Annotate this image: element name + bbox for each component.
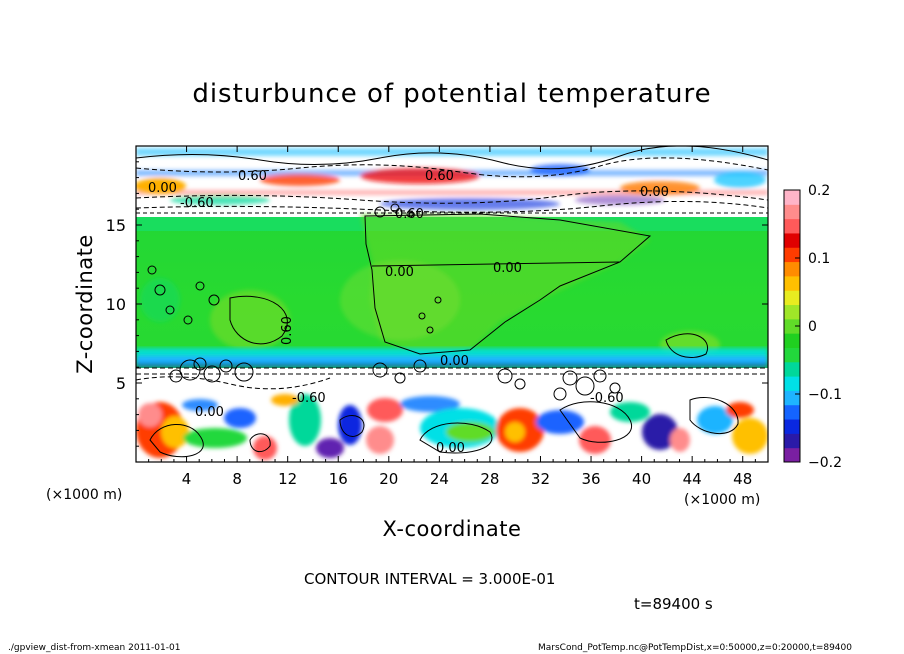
colorbar-segment [784,204,800,220]
contour-label: 0.60 [238,169,267,184]
y-tick-label: 10 [106,295,126,314]
contour-clusters [147,203,621,401]
contour-interval-label: CONTOUR INTERVAL = 3.000E-01 [304,570,555,588]
colorbar-tick-label: 0 [808,319,817,335]
x-tick-label: 16 [329,470,348,488]
x-tick-label: 40 [632,470,651,488]
x-tick-label: 36 [581,470,600,488]
colorbar-segment [784,447,800,463]
colorbar-segment [784,419,800,434]
colorbar-segment [784,376,800,391]
contour-label: 0.00 [640,185,669,200]
colorbar-tick-label: 0.1 [808,251,830,267]
colorbar-tick-label: −0.1 [808,387,842,403]
x-axis-label: X-coordinate [383,517,522,541]
colorbar-segment [784,318,800,334]
y-axis-label: Z-coordinate [73,234,97,374]
x-tick-label: 12 [278,470,297,488]
x-tick-label: 8 [232,470,242,488]
contour-lines [136,146,768,458]
time-label: t=89400 s [634,595,713,613]
contour-label: 0.00 [440,354,469,369]
x-tick-label: 20 [379,470,398,488]
x-tick-label: 32 [531,470,550,488]
x-tick-label: 24 [430,470,449,488]
colorbar-segment [784,333,800,348]
chart-title: disturbunce of potential temperature [192,79,711,109]
colorbar-segment [784,404,800,420]
contour-label: 0.00 [385,265,414,280]
colorbar: 0.2 0.1 0 −0.1 −0.2 [783,183,842,471]
y-axis: 5 10 15 [106,161,768,447]
colorbar-segment [784,261,800,277]
footer-left: ./gpview_dist-from-xmean 2011-01-01 [8,643,180,653]
contour-label: -0.60 [180,196,214,211]
contour-label: 0.00 [195,405,224,420]
colorbar-segment [784,433,800,449]
contour-label: -0.60 [590,391,624,406]
colorbar-segment [784,390,800,406]
contour-label: 0.00 [493,261,522,276]
x-tick-label: 4 [182,470,192,488]
colorbar-segment [784,232,800,248]
contour-label: -0.60 [292,391,326,406]
contour-label: 0.00 [436,441,465,456]
band-lower [136,348,768,368]
contour-label: 0.60 [395,207,424,222]
lower-layer-blobs [136,394,768,460]
x-tick-label: 28 [480,470,499,488]
plot-area: 0.00 0.00 0.00 0.00 0.00 0.00 0.00 -0.60… [136,146,768,462]
contour-label: 0.60 [425,169,454,184]
contour-labels: 0.00 0.00 0.00 0.00 0.00 0.00 0.00 -0.60… [148,169,669,456]
colorbar-segment [784,275,800,291]
footer-right: MarsCond_PotTemp.nc@PotTempDist,x=0:5000… [538,643,852,653]
z-unit-label: (×1000 m) [46,487,122,503]
colorbar-tick-label: −0.2 [808,455,842,471]
colorbar-segment [784,304,800,320]
y-tick-label: 5 [116,374,126,393]
colorbar-segment [784,290,800,306]
colorbar-segment [784,347,800,363]
x-tick-label: 44 [683,470,702,488]
colorbar-segment [784,247,800,263]
contour-label: 0.00 [148,181,177,196]
mid-field-patches [140,214,720,359]
y-tick-label: 15 [106,216,126,235]
contour-label: 0.60 [280,316,295,345]
x-tick-label: 48 [733,470,752,488]
x-axis: 4 8 12 16 20 24 28 32 36 40 44 48 [148,146,756,488]
colorbar-segment [784,361,800,377]
colorbar-tick-label: 0.2 [808,183,830,199]
colorbar-segment [784,190,800,205]
colorbar-segment [784,218,800,234]
x-unit-label: (×1000 m) [684,492,760,508]
